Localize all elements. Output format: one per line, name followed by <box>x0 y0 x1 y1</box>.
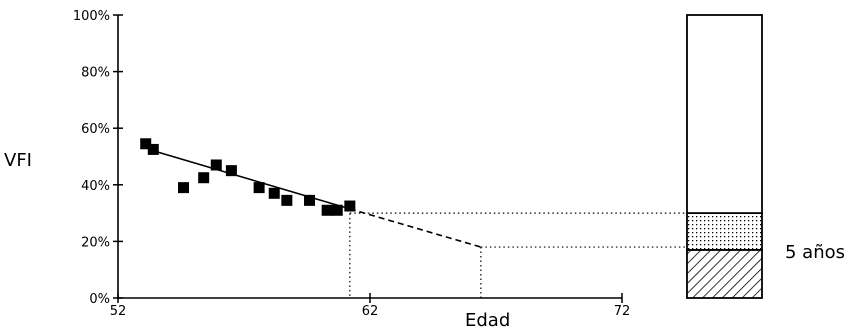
y-tick-label: 0% <box>89 292 110 307</box>
y-tick-label: 60% <box>81 122 110 137</box>
x-tick-label: 72 <box>614 304 631 319</box>
data-point <box>321 204 333 216</box>
y-tick-label: 80% <box>81 66 110 81</box>
data-point <box>198 172 210 184</box>
x-tick-label: 52 <box>110 304 127 319</box>
stacked-bar-segment-dotted <box>686 212 763 251</box>
trend-lines-layer <box>158 151 482 248</box>
data-point <box>210 159 222 171</box>
y-axis-label: VFI <box>4 150 32 171</box>
data-point <box>147 143 159 155</box>
data-points-layer <box>140 138 356 216</box>
stacked-bar-layer <box>686 14 763 299</box>
projection-line <box>349 208 482 248</box>
data-point <box>304 194 316 206</box>
reference-lines-layer <box>349 208 687 298</box>
axes-layer: 0% 20% 40% 60% 80% 100% 52 62 72 <box>73 9 630 319</box>
data-point <box>178 182 190 194</box>
x-axis-label: Edad <box>465 310 510 330</box>
stacked-bar-segment-hatched <box>686 248 763 299</box>
data-point <box>344 200 356 212</box>
data-point <box>225 165 237 177</box>
y-tick-label: 40% <box>81 179 110 194</box>
data-point <box>268 187 280 199</box>
stacked-bar-segment-empty <box>686 14 763 215</box>
data-point <box>140 138 152 150</box>
data-point <box>331 204 343 216</box>
data-point <box>253 182 265 194</box>
trend-line <box>158 151 351 210</box>
y-tick-label: 20% <box>81 235 110 250</box>
x-tick-label: 62 <box>362 304 379 319</box>
y-tick-label: 100% <box>73 9 110 24</box>
data-point <box>281 194 293 206</box>
bar-annotation: 5 años <box>785 242 845 263</box>
